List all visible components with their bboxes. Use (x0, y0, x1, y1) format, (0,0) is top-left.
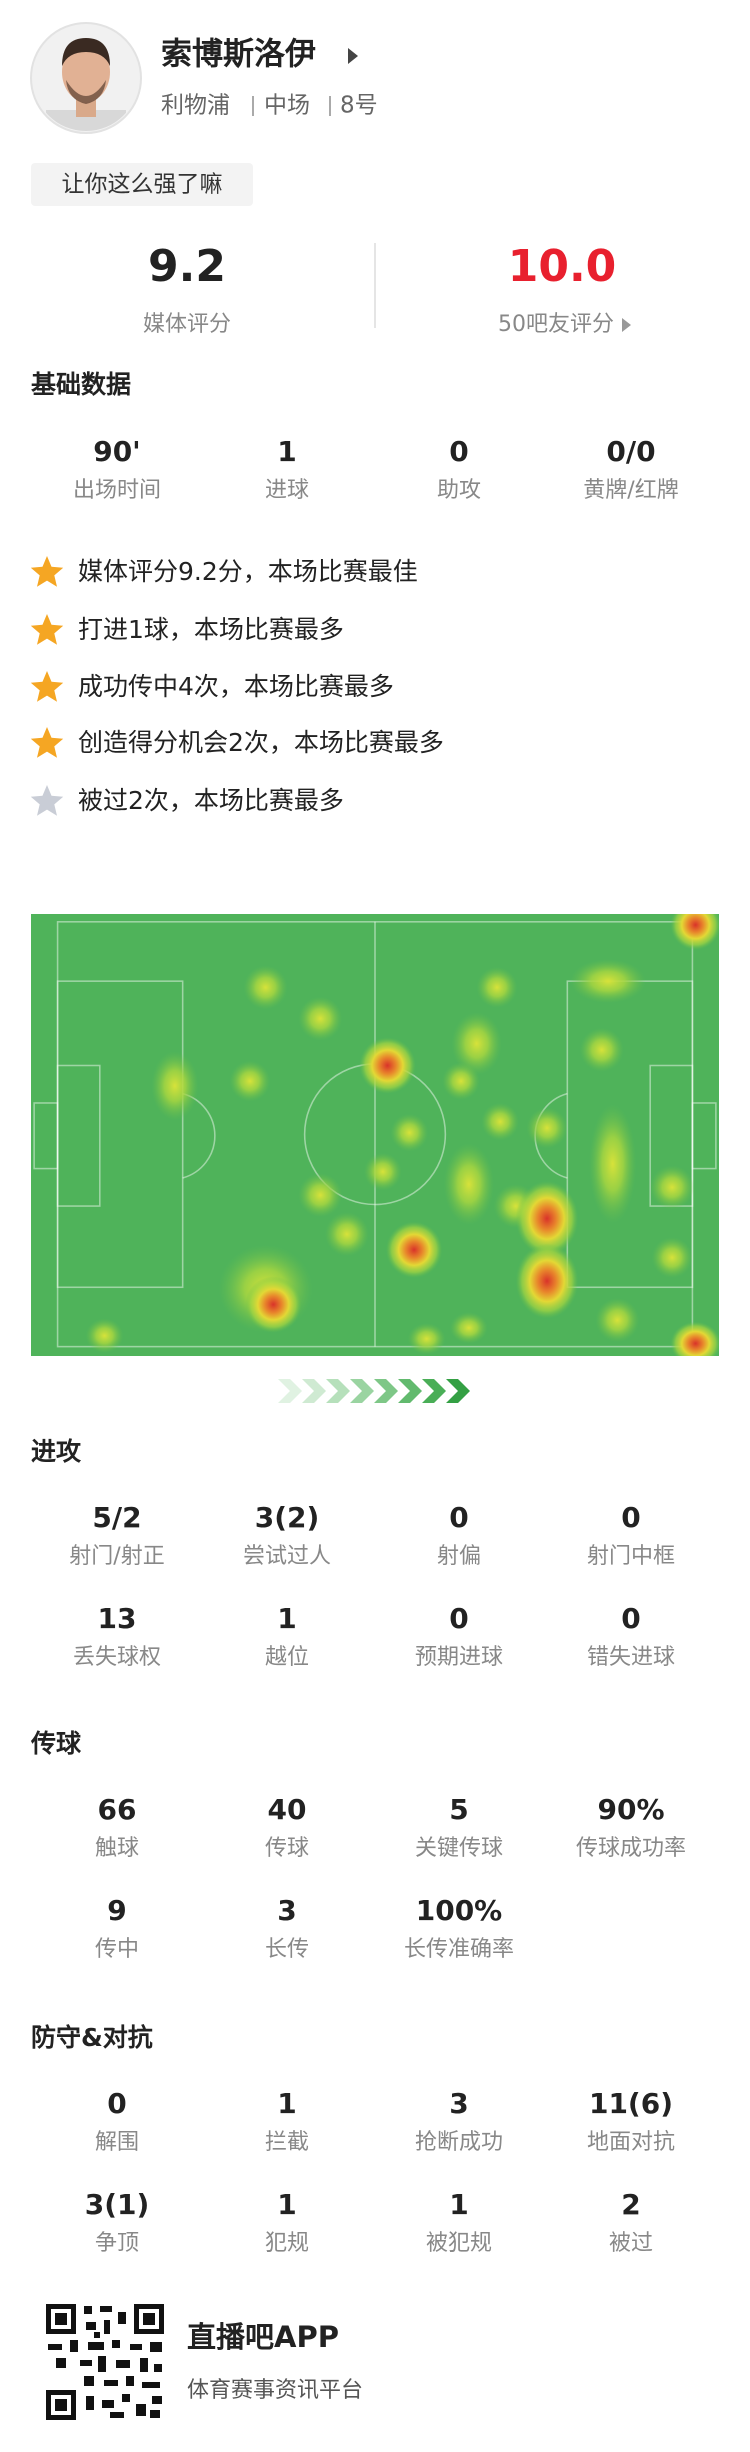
section-title: 进攻 (31, 1437, 82, 1466)
stat-label: 长传准确率 (404, 1937, 514, 1962)
stat-label: 越位 (265, 1645, 309, 1670)
arrow-icon (348, 48, 358, 64)
stat-label: 地面对抗 (587, 2130, 675, 2155)
stat-value: 3(1) (85, 2188, 150, 2221)
stat-value: 2 (621, 2188, 640, 2221)
tagline-box (31, 163, 253, 206)
section-title: 传球 (30, 1729, 82, 1758)
stat-label: 犯规 (265, 2231, 309, 2256)
stat-label: 进球 (265, 478, 309, 503)
section-title: 防守&对抗 (31, 2023, 153, 2052)
rating-value: 10.0 (508, 241, 617, 292)
stat-label: 传球成功率 (576, 1836, 686, 1861)
stat-label: 错失进球 (587, 1645, 675, 1670)
stat-label: 拦截 (265, 2130, 309, 2155)
player-name: 索博斯洛伊 (161, 37, 316, 73)
stat-label: 射门中框 (587, 1544, 675, 1569)
stat-label: 关键传球 (415, 1836, 503, 1861)
stat-label: 出场时间 (73, 478, 161, 503)
stat-value: 13 (98, 1602, 137, 1635)
tagline: 让你这么强了嘛 (62, 172, 223, 198)
stat-value: 90% (597, 1793, 664, 1826)
stat-label: 长传 (265, 1937, 309, 1962)
stat-value: 0 (107, 2087, 126, 2120)
rating-value: 9.2 (148, 241, 226, 292)
star-icon (30, 727, 64, 758)
stat-value: 66 (98, 1793, 137, 1826)
stat-label: 争顶 (95, 2231, 139, 2256)
qr-code[interactable] (44, 2302, 166, 2422)
stat-value: 0 (449, 435, 468, 468)
position: 中场 (264, 93, 310, 119)
section-title: 基础数据 (31, 370, 131, 399)
avatar[interactable] (30, 22, 142, 150)
highlight: 成功传中4次，本场比赛最多 (78, 672, 394, 701)
stat-value: 0 (621, 1602, 640, 1635)
stat-value: 100% (416, 1894, 503, 1927)
rating-label: 50吧友评分 (498, 312, 614, 337)
stat-value: 5/2 (92, 1501, 141, 1534)
highlight: 创造得分机会2次，本场比赛最多 (78, 728, 444, 757)
team: 利物浦 (161, 93, 230, 119)
stat-label: 解围 (95, 2130, 139, 2155)
stat-value: 0/0 (606, 435, 655, 468)
stat-label: 丢失球权 (73, 1645, 161, 1670)
stat-value: 90' (93, 435, 141, 468)
stat-label: 触球 (95, 1836, 139, 1861)
stat-value: 5 (449, 1793, 468, 1826)
stat-label: 传球 (265, 1836, 309, 1861)
stat-label: 预期进球 (415, 1645, 503, 1670)
star-icon (30, 614, 64, 645)
stat-label: 射偏 (437, 1544, 481, 1569)
highlight: 打进1球，本场比赛最多 (78, 615, 344, 644)
rating-label: 媒体评分 (143, 312, 231, 337)
stat-value: 0 (449, 1602, 468, 1635)
star-icon (30, 556, 64, 587)
star-icon (30, 785, 64, 816)
stat-label: 被犯规 (426, 2231, 492, 2256)
stat-value: 1 (277, 435, 296, 468)
stat-label: 被过 (609, 2231, 653, 2256)
stat-value: 1 (277, 1602, 296, 1635)
highlight: 被过2次，本场比赛最多 (78, 786, 344, 815)
stat-value: 3 (449, 2087, 468, 2120)
stat-label: 抢断成功 (415, 2130, 503, 2155)
number: 8号 (340, 93, 378, 119)
stat-label: 尝试过人 (243, 1544, 331, 1569)
star-icon (30, 671, 64, 702)
stat-value: 0 (449, 1501, 468, 1534)
stat-value: 0 (621, 1501, 640, 1534)
stat-label: 射门/射正 (69, 1544, 164, 1569)
arrow-icon[interactable] (622, 318, 631, 332)
stat-label: 黄牌/红牌 (583, 478, 678, 503)
stat-value: 1 (277, 2188, 296, 2221)
heatmap (31, 914, 719, 1356)
slogan: 体育赛事资讯平台 (187, 2378, 363, 2403)
stat-value: 40 (268, 1793, 307, 1826)
stat-value: 1 (449, 2188, 468, 2221)
stat-value: 9 (107, 1894, 126, 1927)
stat-label: 助攻 (437, 478, 481, 503)
stat-value: 11(6) (589, 2087, 673, 2120)
stat-value: 3(2) (255, 1501, 320, 1534)
highlight: 媒体评分9.2分，本场比赛最佳 (78, 557, 418, 586)
stat-value: 3 (277, 1894, 296, 1927)
stat-label: 传中 (95, 1937, 139, 1962)
direction-arrows (278, 1379, 470, 1403)
app-name: 直播吧APP (187, 2320, 339, 2354)
stat-value: 1 (277, 2087, 296, 2120)
